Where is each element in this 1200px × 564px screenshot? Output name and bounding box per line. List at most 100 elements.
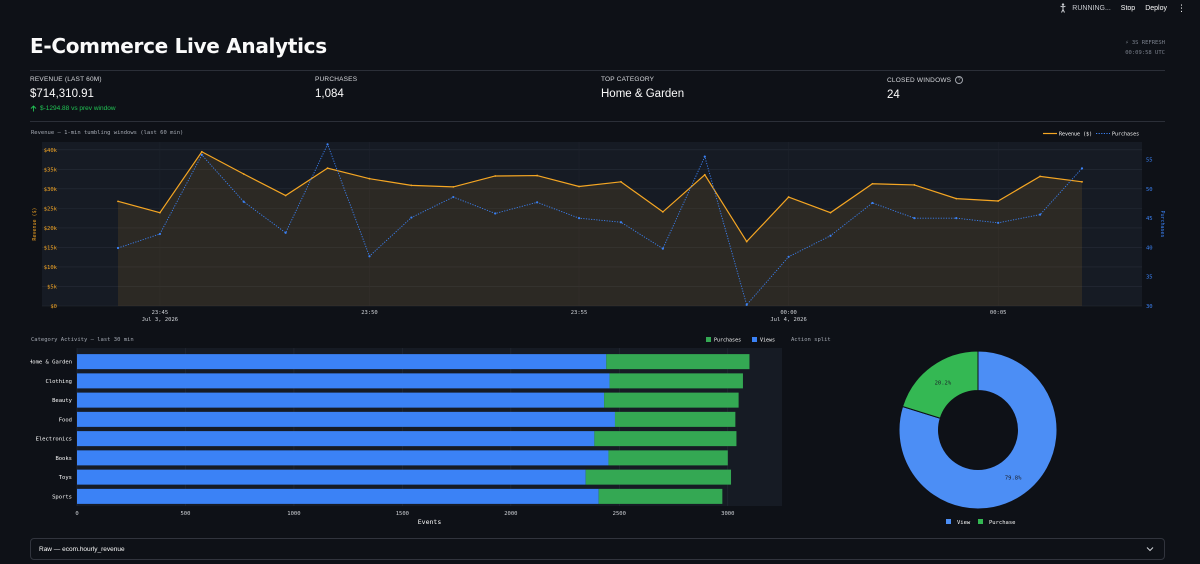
legend-swatch <box>946 519 951 524</box>
purchases-point <box>745 303 748 306</box>
arrow-up-icon <box>30 105 37 112</box>
pie-chart-title: Action split <box>791 337 831 343</box>
views-bar <box>77 450 609 466</box>
purchases-bar <box>585 469 732 485</box>
divider <box>30 70 1165 71</box>
metric-value: 1,084 <box>315 88 344 100</box>
purchases-bar <box>604 392 739 408</box>
views-bar <box>77 469 586 485</box>
x-tick-sublabel: Jul 3, 2026 <box>142 317 178 323</box>
x-tick-label: 23:50 <box>361 310 378 316</box>
action-split-pie-chart[interactable]: 79.8% 20.2% View Purchase <box>790 332 1165 532</box>
purchases-point <box>661 247 664 250</box>
revenue-point <box>410 184 413 187</box>
revenue-point <box>452 186 455 188</box>
metric-top-category: TOP CATEGORY Home & Garden <box>601 76 684 100</box>
category-label: Toys <box>59 475 72 481</box>
y-tick-label: $15k <box>44 245 58 251</box>
purchases-bar <box>606 354 750 370</box>
purchases-point <box>158 232 162 236</box>
category-bar-chart[interactable]: 0 500 1000 1500 2000 2500 3000 Home & Garden Clo… <box>30 332 785 532</box>
revenue-point <box>117 200 119 203</box>
purchases-point <box>536 201 539 204</box>
chevron-down-icon <box>1146 547 1154 552</box>
views-bar <box>77 431 595 447</box>
revenue-point <box>661 210 664 213</box>
raw-data-expander[interactable]: Raw — ecom.hourly_revenue <box>30 538 1165 560</box>
purchases-point <box>410 216 413 219</box>
revenue-line <box>117 150 1083 243</box>
y-tick-label: $0 <box>50 304 57 310</box>
revenue-line-chart[interactable]: $0 $5k $10k $15k $20k $25k $30k $35k $40k 30 35 40 4… <box>30 126 1165 326</box>
purchases-point <box>787 255 790 258</box>
revenue-point <box>620 180 622 183</box>
page-title: E-Commerce Live Analytics <box>30 34 327 58</box>
refresh-indicator: ⚡ 3S REFRESH 00:09:58 UTC <box>1125 38 1165 58</box>
category-label: Beauty <box>52 398 73 404</box>
pie-slice <box>901 350 979 419</box>
purchases-bar <box>598 488 723 504</box>
revenue-point <box>955 197 958 200</box>
revenue-point <box>578 185 580 188</box>
category-label: Books <box>55 456 72 462</box>
y2-tick-label: 50 <box>1146 187 1153 193</box>
pie-slice-label: 20.2% <box>935 380 952 386</box>
y2-tick-label: 40 <box>1146 245 1153 251</box>
metric-delta: $-1294.88 vs prev window <box>30 105 116 112</box>
legend-label: Purchase <box>989 520 1016 526</box>
help-icon[interactable]: ? <box>955 76 964 84</box>
revenue-point <box>1081 180 1083 183</box>
metric-label-text: CLOSED WINDOWS <box>887 76 952 84</box>
x-tick-label: 2000 <box>504 511 517 517</box>
legend-label: Revenue ($) <box>1059 132 1092 138</box>
metric-label: TOP CATEGORY <box>601 76 655 83</box>
divider <box>30 121 1165 122</box>
purchases-point <box>703 155 706 158</box>
purchases-point <box>1080 167 1084 170</box>
chart-legend: Revenue ($) Purchases <box>1038 128 1140 139</box>
x-axis-title: Events <box>418 518 442 526</box>
purchases-point <box>284 231 287 234</box>
metric-value: $714,310.91 <box>30 88 94 100</box>
metric-revenue: REVENUE (LAST 60M) $714,310.91 $-1294.88… <box>30 76 116 112</box>
views-bar <box>77 354 607 370</box>
purchases-bar <box>594 431 737 447</box>
legend-swatch <box>978 519 983 524</box>
y-tick-label: $30k <box>44 187 58 193</box>
running-person-icon <box>1060 3 1066 13</box>
revenue-point <box>787 196 790 198</box>
stop-button[interactable]: Stop <box>1120 4 1136 12</box>
revenue-point <box>494 175 497 177</box>
revenue-area <box>118 151 1082 306</box>
revenue-point <box>703 173 706 176</box>
revenue-point <box>284 194 287 197</box>
legend-swatch <box>752 337 757 342</box>
pie-slice <box>898 350 1058 510</box>
revenue-point <box>997 200 1000 202</box>
purchases-point <box>577 217 581 220</box>
x-tick-label: 00:00 <box>780 310 797 316</box>
metric-delta-text: $-1294.88 vs prev window <box>40 105 116 112</box>
expander-label: Raw — ecom.hourly_revenue <box>39 545 125 553</box>
metric-value: 24 <box>887 89 900 101</box>
views-bar <box>77 373 610 389</box>
category-label: Clothing <box>46 379 73 385</box>
purchases-point <box>1038 213 1042 216</box>
views-bar <box>77 488 599 504</box>
metric-label: PURCHASES <box>315 76 358 83</box>
app-toolbar: RUNNING... Stop Deploy ⋮ <box>0 0 1200 16</box>
main-menu-button[interactable]: ⋮ <box>1177 2 1186 13</box>
deploy-button[interactable]: Deploy <box>1145 4 1167 12</box>
category-label: Sports <box>52 494 72 500</box>
purchases-line <box>117 143 1083 306</box>
revenue-point <box>913 184 916 186</box>
revenue-point <box>159 211 161 214</box>
legend-background <box>702 334 782 345</box>
chart-legend: View Purchase <box>946 519 1016 526</box>
y-tick-label: $25k <box>44 206 58 212</box>
x-tick-label: 500 <box>180 511 190 517</box>
purchases-point <box>871 201 874 205</box>
y-axis-title: Revenue ($) <box>32 207 38 240</box>
category-label: Home & Garden <box>30 360 72 366</box>
x-tick-label: 1000 <box>287 511 300 517</box>
